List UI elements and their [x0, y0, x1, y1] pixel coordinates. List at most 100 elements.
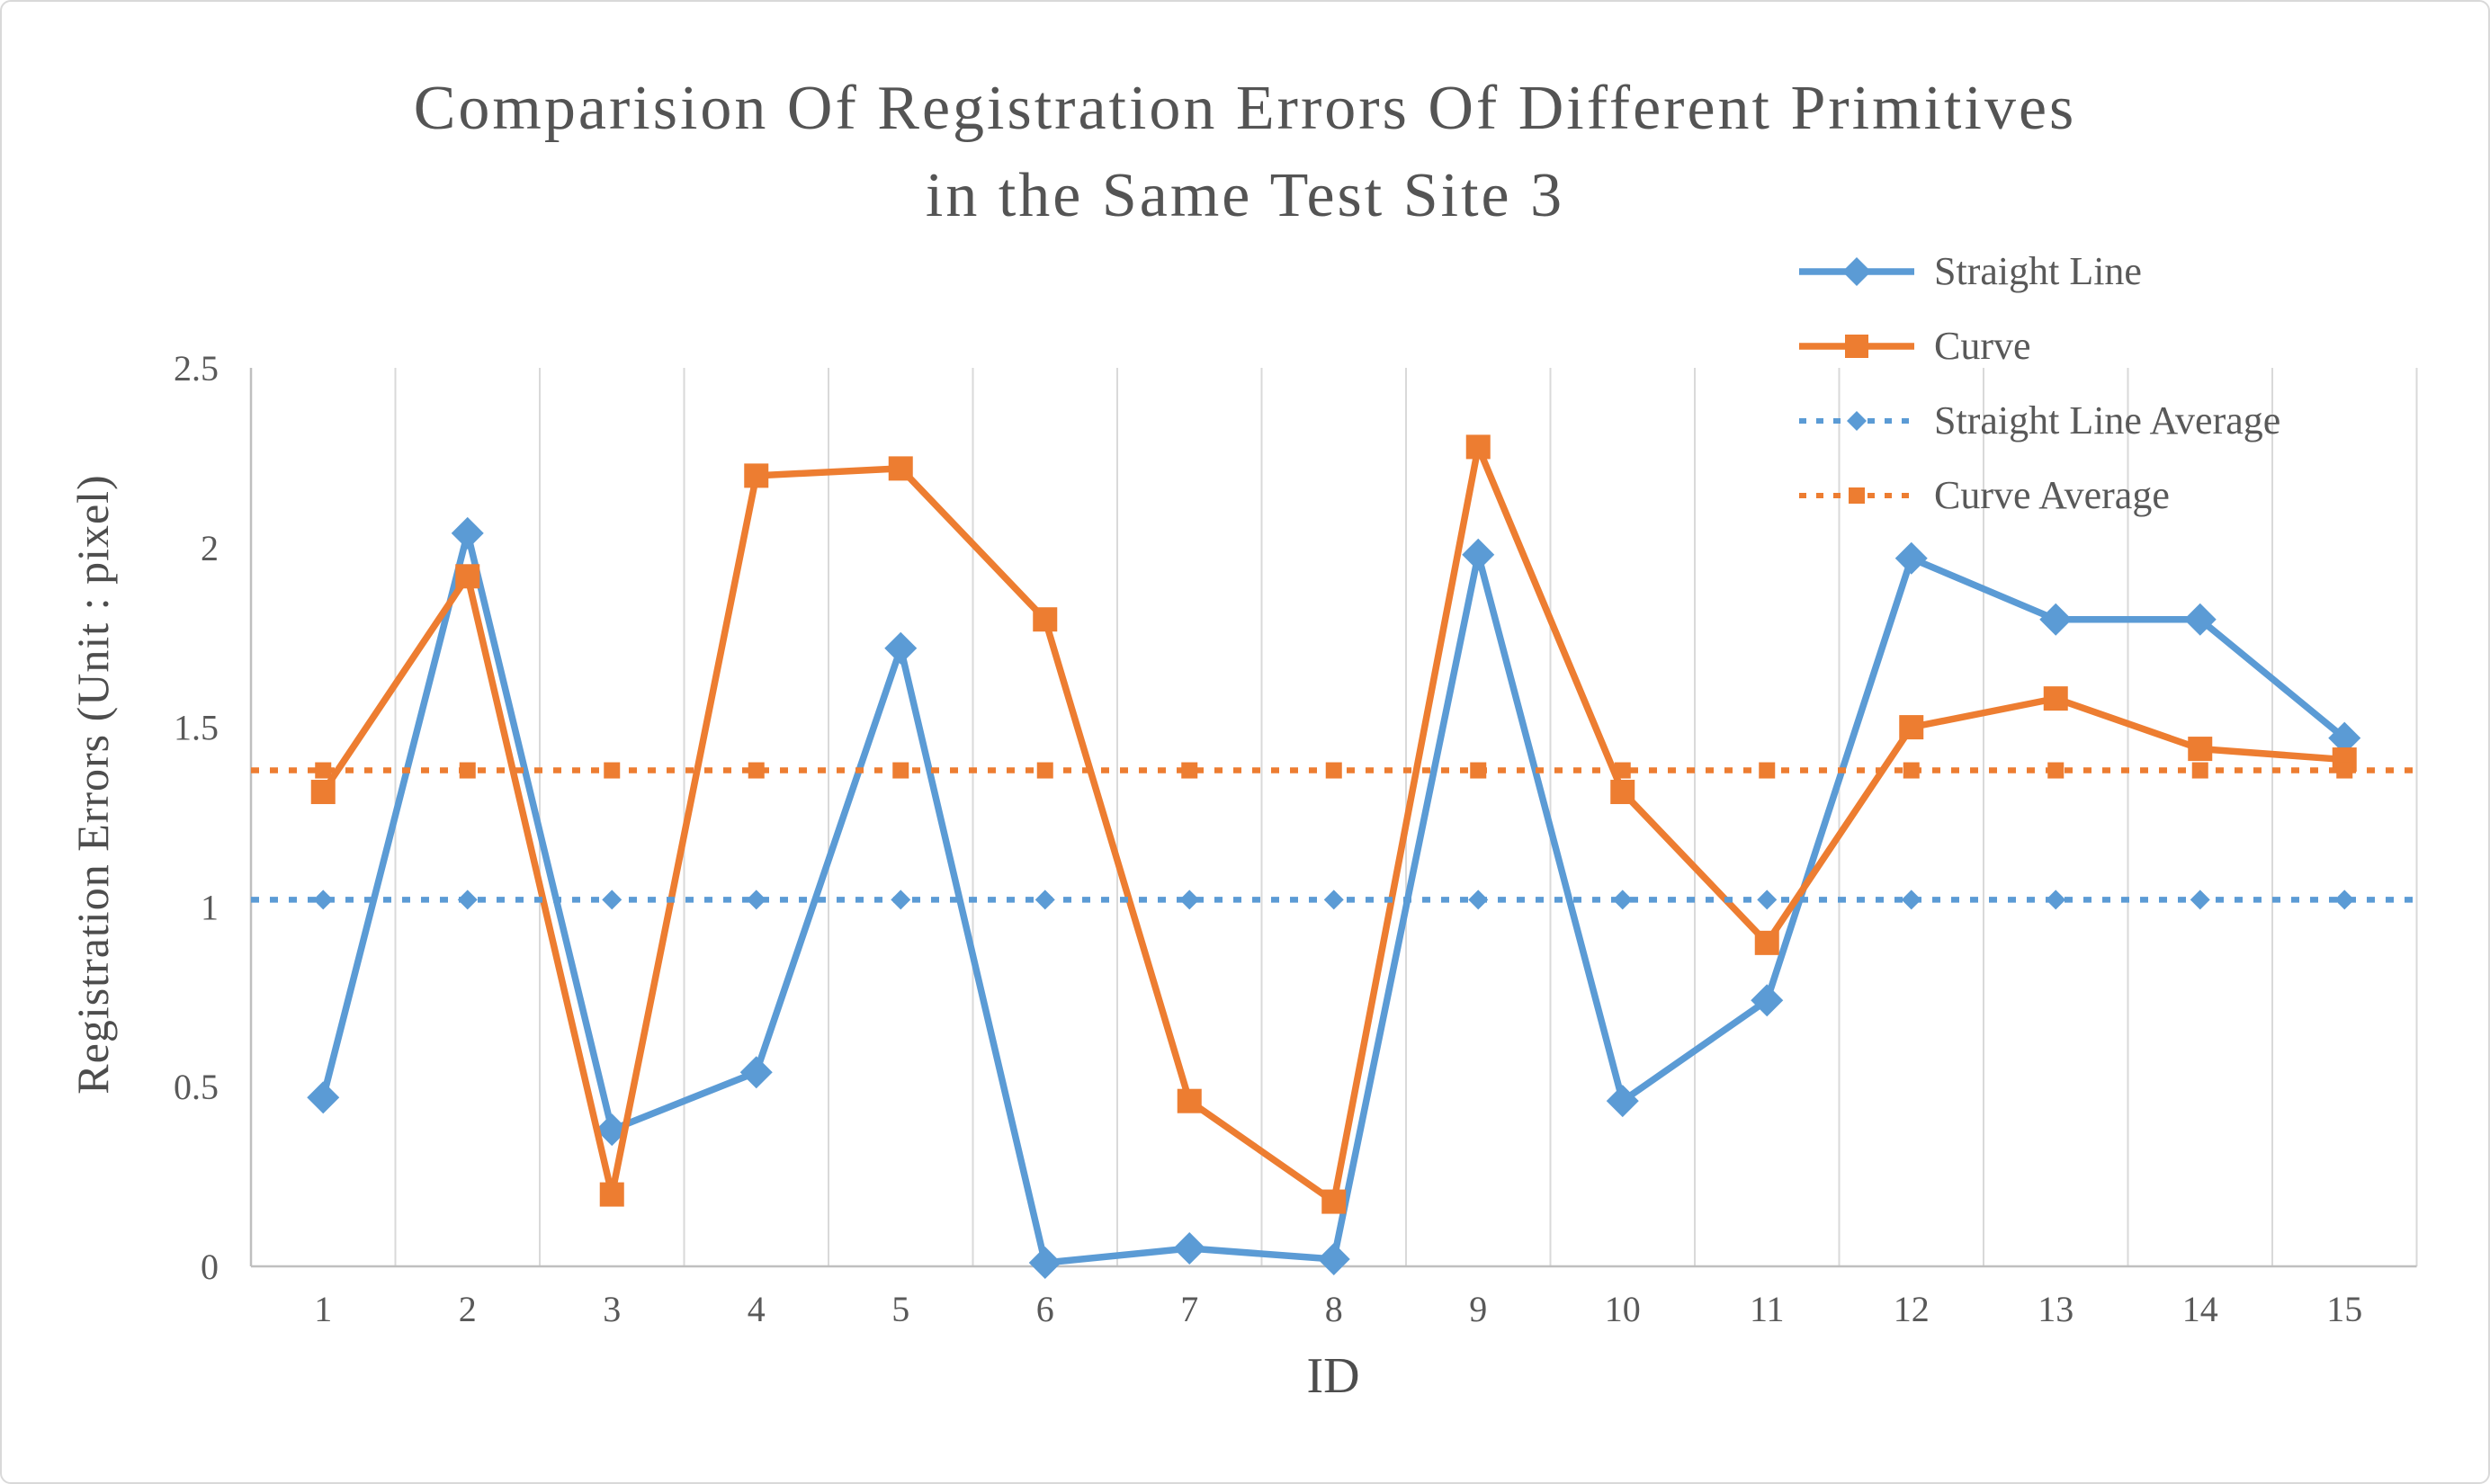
- x-tick-label: 5: [891, 1289, 909, 1329]
- data-marker: [2039, 603, 2073, 636]
- average-marker: [892, 762, 909, 779]
- x-tick-label: 3: [603, 1289, 621, 1329]
- straight-line-legend-marker-icon: [1799, 256, 1914, 286]
- curve-average-legend-marker-icon: [1799, 487, 1914, 504]
- average-marker: [1468, 890, 1489, 910]
- data-marker: [2183, 603, 2217, 636]
- average-marker: [315, 762, 332, 779]
- x-tick-label: 7: [1180, 1289, 1198, 1329]
- average-marker: [1759, 762, 1776, 779]
- data-marker: [1462, 538, 1495, 571]
- average-marker: [2047, 762, 2065, 779]
- data-marker: [2043, 686, 2068, 711]
- data-marker: [744, 463, 769, 488]
- average-marker: [746, 890, 766, 910]
- x-axis-title: ID: [1306, 1348, 1360, 1404]
- average-marker: [1325, 762, 1342, 779]
- data-marker: [1894, 541, 1928, 575]
- average-marker: [1903, 762, 1920, 779]
- legend-shape: [1849, 487, 1865, 504]
- average-marker: [2191, 762, 2208, 779]
- y-tick-label: 0.5: [174, 1067, 219, 1107]
- average-marker: [1612, 890, 1633, 910]
- average-marker: [457, 890, 478, 910]
- y-tick-label: 1: [201, 887, 219, 927]
- data-marker: [1754, 930, 1779, 955]
- data-marker: [307, 1081, 340, 1114]
- data-marker: [455, 564, 480, 589]
- data-marker: [1610, 780, 1635, 805]
- legend-item-straight-line-average: Straight Line Average: [1797, 383, 2280, 458]
- data-marker: [888, 456, 913, 481]
- x-tick-label: 8: [1325, 1289, 1343, 1329]
- average-marker: [2046, 890, 2066, 910]
- average-marker: [1901, 890, 1921, 910]
- series-curve: [310, 434, 2357, 1214]
- average-marker: [604, 762, 621, 779]
- legend-label: Straight Line Average: [1934, 398, 2281, 443]
- data-marker: [2328, 721, 2361, 755]
- straight-line-average-legend-marker-icon: [1799, 410, 1914, 431]
- data-marker: [1321, 1189, 1347, 1214]
- data-marker: [1465, 434, 1491, 460]
- average-marker: [1323, 890, 1344, 910]
- average-marker: [1036, 762, 1053, 779]
- data-marker: [310, 780, 336, 805]
- data-marker: [1033, 607, 1058, 632]
- x-tick-label: 14: [2182, 1289, 2218, 1329]
- average-marker: [1035, 890, 1055, 910]
- y-tick-label: 2: [201, 528, 219, 568]
- data-marker: [1899, 715, 1924, 740]
- series-straight-line: [307, 516, 2361, 1280]
- average-marker: [2334, 890, 2355, 910]
- x-tick-label: 4: [748, 1289, 766, 1329]
- data-marker: [2188, 737, 2213, 762]
- x-tick-label: 2: [459, 1289, 477, 1329]
- data-marker: [1606, 1085, 1639, 1118]
- average-marker: [1179, 890, 1200, 910]
- average-marker: [313, 890, 334, 910]
- average-marker: [602, 890, 622, 910]
- average-marker: [2336, 762, 2353, 779]
- legend-label: Straight Line: [1934, 249, 2142, 293]
- average-marker: [891, 890, 911, 910]
- data-marker: [739, 1056, 773, 1089]
- series-straight-line-average: [251, 890, 2417, 910]
- y-axis-title: Registration Errors (Unit : pixel): [67, 474, 118, 1095]
- average-marker: [1614, 762, 1631, 779]
- legend-shape: [1842, 256, 1871, 286]
- x-tick-label: 1: [314, 1289, 332, 1329]
- curve-legend-marker-icon: [1799, 334, 1914, 358]
- x-tick-label: 10: [1605, 1289, 1641, 1329]
- legend-label: Curve Average: [1934, 473, 2170, 517]
- y-tick-label: 2.5: [174, 348, 219, 389]
- data-marker: [599, 1182, 624, 1207]
- chart-title: Comparision Of Registration Errors Of Di…: [2, 65, 2488, 239]
- legend-item-curve: Curve: [1797, 308, 2280, 383]
- x-tick-label: 15: [2326, 1289, 2362, 1329]
- x-tick-label: 11: [1750, 1289, 1785, 1329]
- x-tick-label: 9: [1469, 1289, 1487, 1329]
- average-marker: [459, 762, 476, 779]
- average-marker: [1181, 762, 1198, 779]
- x-tick-label: 13: [2038, 1289, 2074, 1329]
- data-marker: [884, 631, 918, 665]
- data-marker: [1177, 1088, 1202, 1113]
- average-marker: [2190, 890, 2210, 910]
- average-marker: [1470, 762, 1487, 779]
- chart-title-line1: Comparision Of Registration Errors Of Di…: [413, 74, 2077, 143]
- data-marker: [1317, 1243, 1350, 1276]
- chart-title-line2: in the Same Test Site 3: [925, 161, 1565, 230]
- series-line: [319, 443, 2348, 1205]
- y-tick-label: 0: [201, 1247, 219, 1287]
- legend: Straight Line Curve Straight Line Averag…: [1797, 234, 2280, 532]
- x-tick-label: 6: [1036, 1289, 1054, 1329]
- legend-label: Curve: [1934, 324, 2031, 368]
- legend-item-straight-line: Straight Line: [1797, 234, 2280, 308]
- average-marker: [748, 762, 765, 779]
- legend-shape: [1847, 410, 1867, 431]
- data-marker: [1028, 1247, 1061, 1280]
- data-marker: [1751, 984, 1784, 1017]
- legend-shape: [1845, 334, 1868, 358]
